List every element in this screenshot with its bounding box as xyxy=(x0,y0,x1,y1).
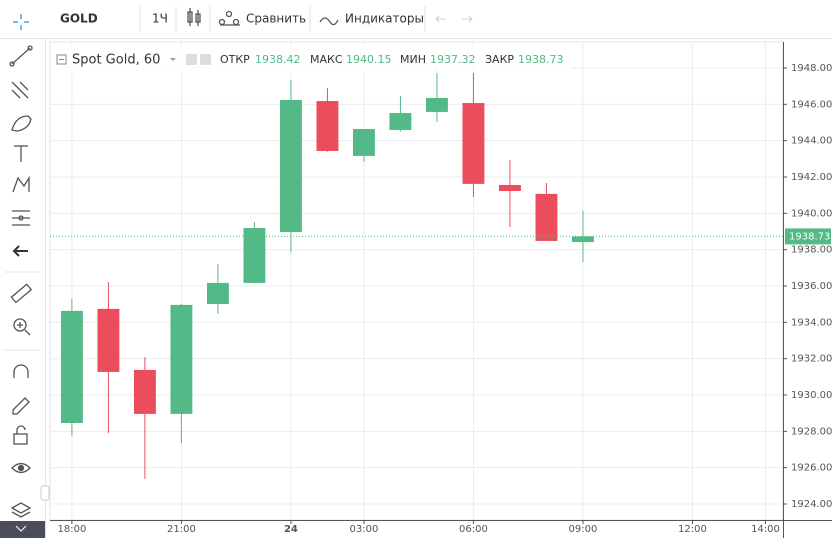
close-label: ЗАКР xyxy=(485,53,514,66)
zoom-tool[interactable] xyxy=(13,318,31,336)
candle-body xyxy=(535,193,558,241)
undo-button[interactable] xyxy=(435,15,446,23)
trend-line-tool[interactable] xyxy=(9,45,33,67)
x-tick-label: 12:00 xyxy=(678,524,707,535)
indicators-icon[interactable] xyxy=(319,17,339,26)
series-title[interactable]: Spot Gold, 60 xyxy=(72,53,160,68)
last-price-label: 1938.73 xyxy=(789,231,830,242)
magnet-tool[interactable] xyxy=(13,364,29,378)
candle-body xyxy=(133,369,156,414)
visibility-tool[interactable] xyxy=(11,462,31,474)
y-tick-label: 1948.00 xyxy=(791,63,832,74)
y-tick-label: 1938.00 xyxy=(791,245,832,256)
settings-toggle[interactable] xyxy=(200,54,211,65)
open-value: 1938.42 xyxy=(255,53,301,66)
candle-body xyxy=(352,129,375,156)
y-tick-label: 1946.00 xyxy=(791,99,832,110)
candle-body xyxy=(572,236,594,243)
candle-body xyxy=(97,308,120,372)
x-tick-label: 14:00 xyxy=(751,524,780,535)
candle-body xyxy=(206,282,229,304)
chart-type-icon[interactable] xyxy=(187,8,201,26)
brush-tool[interactable] xyxy=(11,115,32,132)
crosshair-tool[interactable] xyxy=(13,14,29,30)
close-value: 1938.73 xyxy=(518,53,564,66)
collapse-legend[interactable] xyxy=(56,54,67,65)
y-tick-label: 1930.00 xyxy=(791,390,832,401)
high-label: МАКС xyxy=(310,53,343,66)
candles xyxy=(50,67,783,479)
y-tick-label: 1944.00 xyxy=(791,136,832,147)
collapse-handle[interactable] xyxy=(40,485,50,501)
title-dropdown[interactable] xyxy=(170,58,176,61)
candle-body xyxy=(170,304,193,414)
y-tick-label: 1926.00 xyxy=(791,463,832,474)
compare-icon[interactable] xyxy=(218,10,241,26)
interval[interactable]: 1Ч xyxy=(152,12,168,26)
candle-body xyxy=(462,103,485,184)
candle-body xyxy=(60,310,83,423)
low-label: МИН xyxy=(400,53,426,66)
expand-arrow xyxy=(15,525,27,532)
x-tick-label: 24 xyxy=(284,524,298,535)
y-tick-label: 1934.00 xyxy=(791,317,832,328)
redo-button[interactable] xyxy=(462,15,473,23)
legend-bg xyxy=(51,47,571,73)
lock-tool[interactable] xyxy=(13,425,28,445)
y-tick-label: 1940.00 xyxy=(791,208,832,219)
text-tool[interactable] xyxy=(14,145,28,162)
y-tick-label: 1932.00 xyxy=(791,354,832,365)
candle-body xyxy=(498,184,521,191)
top-toolbar xyxy=(0,0,832,38)
visibility-toggle[interactable] xyxy=(186,54,197,65)
candle-body xyxy=(389,113,412,130)
symbol[interactable]: GOLD xyxy=(60,12,98,26)
y-tick-label: 1928.00 xyxy=(791,426,832,437)
candle-body xyxy=(425,97,448,112)
candle-body xyxy=(316,101,339,152)
low-value: 1937.32 xyxy=(430,53,476,66)
x-tick-label: 18:00 xyxy=(57,524,86,535)
x-tick-label: 09:00 xyxy=(569,524,598,535)
last-price-tag xyxy=(785,228,831,245)
pattern-tool[interactable] xyxy=(12,175,30,193)
indicators-button[interactable]: Индикаторы xyxy=(345,12,424,26)
fib-tool[interactable] xyxy=(11,81,29,99)
candle-body xyxy=(279,99,302,233)
object-tree[interactable] xyxy=(10,502,32,518)
back-arrow[interactable] xyxy=(12,245,28,257)
y-tick-label: 1936.00 xyxy=(791,281,832,292)
prediction-tool[interactable] xyxy=(12,210,30,226)
candle-body xyxy=(243,228,266,283)
y-tick-label: 1924.00 xyxy=(791,499,832,510)
x-tick-label: 06:00 xyxy=(459,524,488,535)
high-value: 1940.15 xyxy=(346,53,392,66)
open-label: ОТКР xyxy=(220,53,250,66)
draw-mode-tool[interactable] xyxy=(12,397,30,415)
compare-button[interactable]: Сравнить xyxy=(246,12,306,26)
plot-area xyxy=(49,41,784,521)
ruler-tool[interactable] xyxy=(10,283,33,304)
y-tick-label: 1942.00 xyxy=(791,172,832,183)
x-tick-label: 21:00 xyxy=(167,524,196,535)
x-tick-label: 03:00 xyxy=(350,524,379,535)
